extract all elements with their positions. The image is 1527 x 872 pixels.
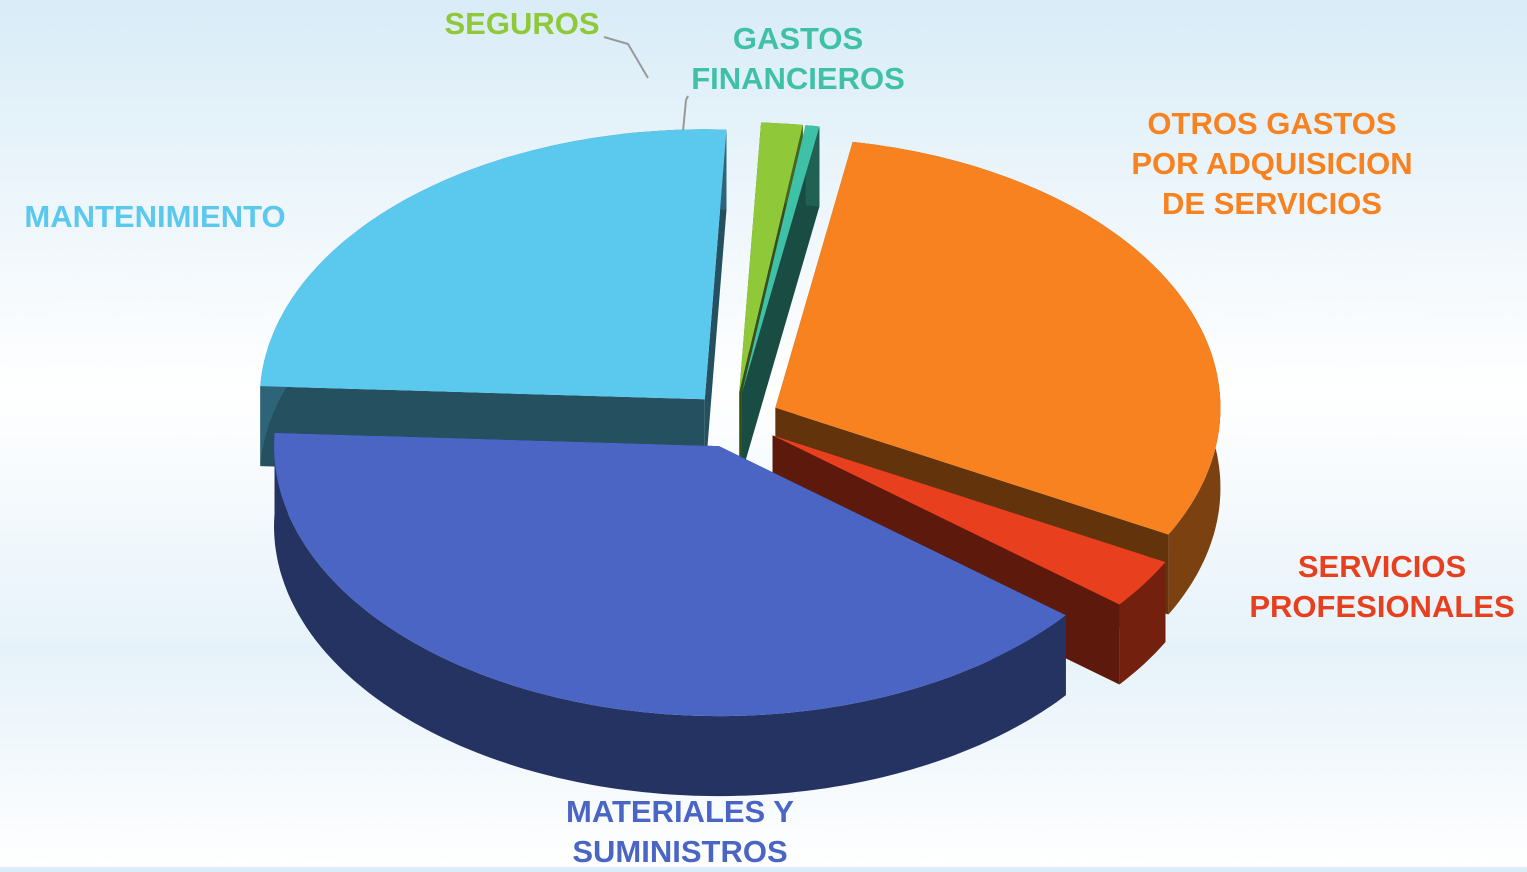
- slice-side: [1119, 562, 1166, 685]
- slice-top: [772, 435, 1166, 605]
- slice-label: MATERIALES Y SUMINISTROS: [566, 794, 794, 869]
- slice-side: [704, 129, 727, 480]
- slice-label: GASTOS FINANCIEROS: [691, 21, 905, 96]
- slice-top: [775, 141, 1221, 535]
- slice-label: MANTENIMIENTO: [24, 199, 286, 234]
- slice-side: [274, 432, 1066, 797]
- slice-top: [274, 432, 1066, 717]
- slice-label: SEGUROS: [444, 6, 600, 41]
- pie-slice: [260, 129, 727, 480]
- slice-top: [742, 125, 820, 393]
- pie-slice: [742, 125, 820, 473]
- pie-slice: [274, 432, 1066, 797]
- slice-top: [260, 129, 727, 400]
- slice-label: OTROS GASTOS POR ADQUISICION DE SERVICIO…: [1131, 106, 1413, 221]
- slice-label: SERVICIOS PROFESIONALES: [1249, 549, 1515, 624]
- slice-side: [742, 126, 820, 473]
- leader-line: [603, 36, 649, 79]
- slice-top: [739, 122, 803, 393]
